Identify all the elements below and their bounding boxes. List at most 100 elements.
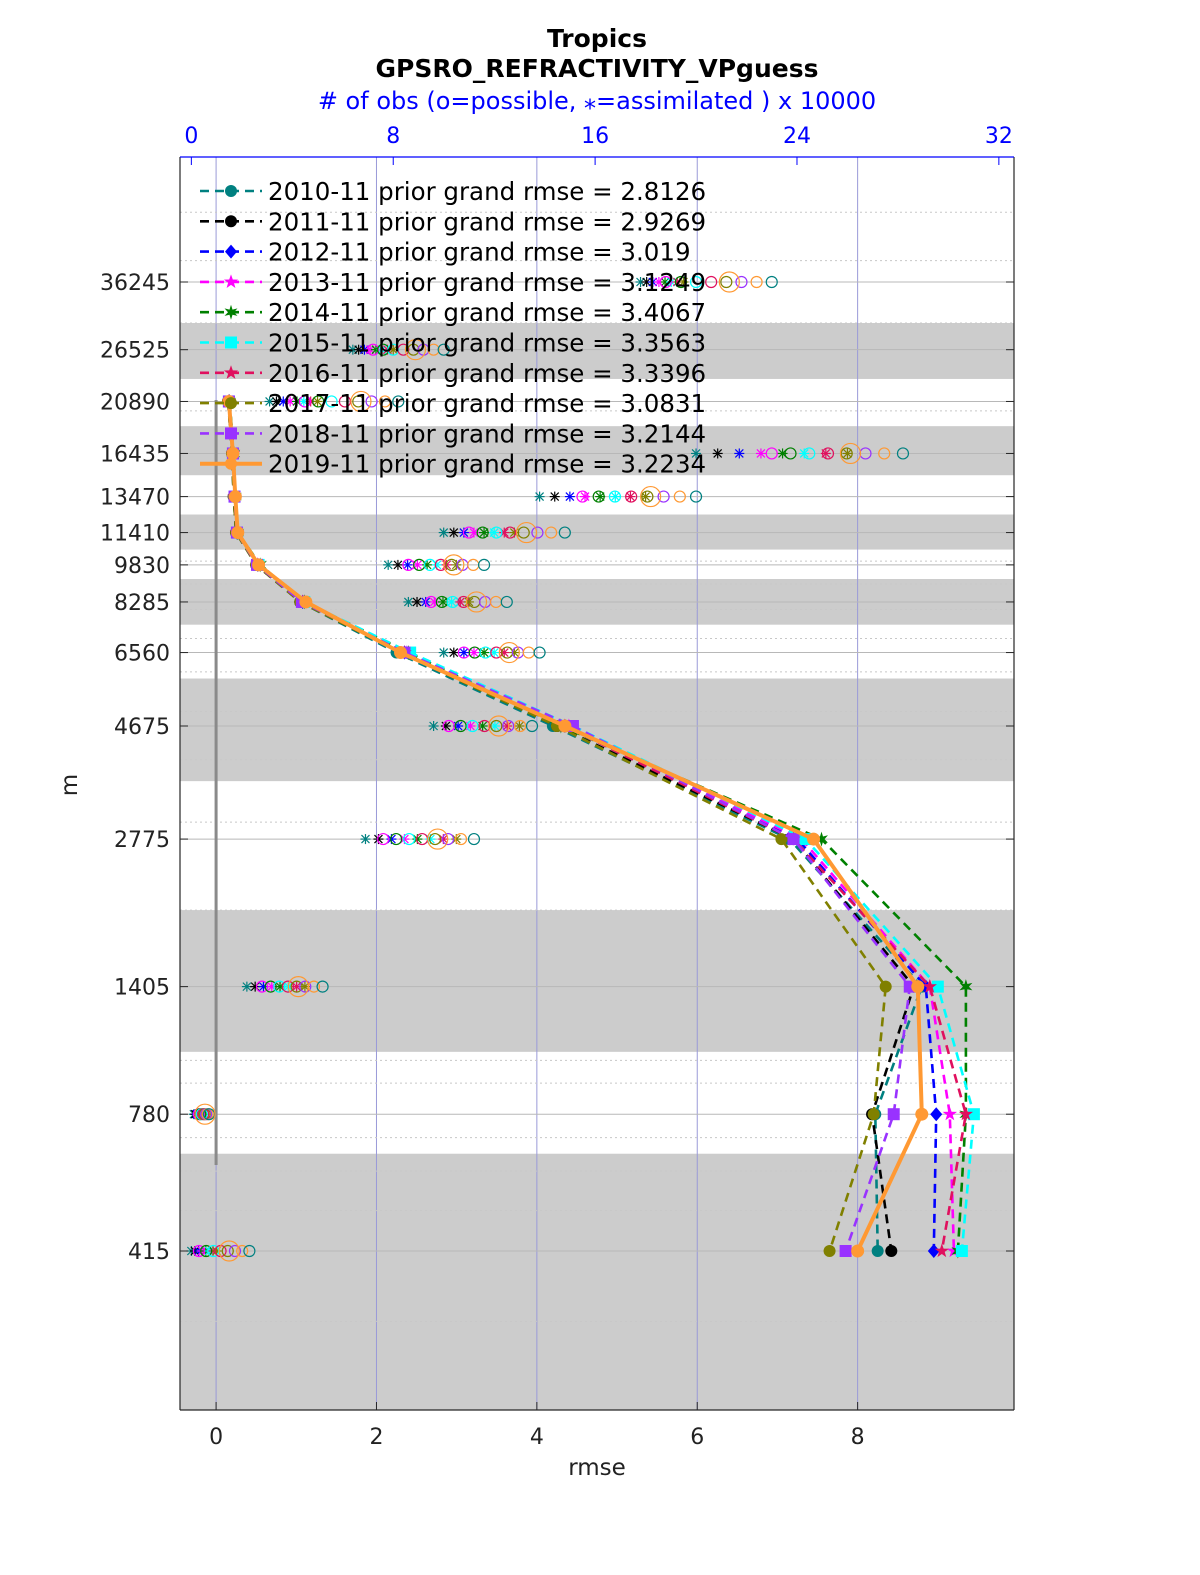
- possible-count-marker: [390, 832, 403, 846]
- legend-entry: 2016-11 prior grand rmse = 3.3396: [200, 359, 706, 388]
- y-tick-label: 1405: [114, 976, 170, 1001]
- data-point: [224, 304, 238, 320]
- possible-count-marker: [465, 591, 488, 613]
- series-line: [227, 401, 938, 1252]
- possible-count-marker: [576, 490, 589, 503]
- data-point: [394, 646, 408, 660]
- data-point: [225, 244, 237, 259]
- possible-count-marker: [467, 832, 481, 846]
- y-tick-label: 36245: [100, 271, 170, 296]
- legend-label: 2016-11 prior grand rmse = 3.3396: [268, 359, 706, 388]
- possible-count-marker: [839, 442, 862, 465]
- x-tick-label: 8: [851, 1425, 865, 1450]
- assimilated-count-marker: [564, 491, 575, 502]
- series-line: [226, 401, 924, 1252]
- possible-count-marker: [500, 595, 513, 609]
- possible-count-marker: [640, 485, 662, 508]
- possible-count-marker: [525, 719, 539, 733]
- possible-count-marker: [592, 490, 605, 503]
- series-line: [227, 401, 912, 1252]
- assimilated-count-marker: [755, 448, 766, 459]
- possible-count-marker: [192, 1244, 206, 1258]
- possible-count-marker: [255, 980, 269, 993]
- possible-count-marker: [803, 447, 816, 460]
- x-tick-label: 2: [369, 1425, 383, 1450]
- tick-labels: 0 2 4 6 80 8 16 24 32362452652520890164351347011…: [100, 124, 1014, 1450]
- top-tick-label: 32: [985, 124, 1013, 149]
- possible-count-marker: [194, 1103, 216, 1125]
- data-point: [225, 215, 237, 228]
- x-tick-label: 6: [690, 1425, 704, 1450]
- data-point: [946, 1243, 961, 1258]
- data-point: [225, 336, 237, 349]
- legend-label: 2015-11 prior grand rmse = 3.3563: [268, 329, 706, 358]
- assimilated-count-marker: [438, 647, 449, 658]
- data-point: [885, 1245, 898, 1257]
- data-point: [927, 1244, 940, 1258]
- shaded-band: [180, 322, 1014, 379]
- possible-count-marker: [200, 1244, 213, 1258]
- possible-count-marker: [608, 490, 622, 503]
- y-tick-label: 4675: [114, 715, 170, 740]
- shaded-band: [180, 1153, 1014, 1410]
- legend-label: 2012-11 prior grand rmse = 3.019: [268, 238, 691, 267]
- data-point: [887, 1108, 900, 1121]
- possible-count-marker: [689, 490, 703, 503]
- possible-count-marker: [290, 980, 303, 993]
- legend: 2010-11 prior grand rmse = 2.81262011-11…: [200, 177, 706, 479]
- assimilated-count-marker: [458, 647, 469, 658]
- assimilated-count-marker: [534, 491, 545, 502]
- possible-count-marker: [428, 832, 442, 846]
- data-point: [839, 1245, 852, 1257]
- data-point: [807, 832, 821, 846]
- possible-count-marker: [392, 395, 405, 408]
- data-point: [228, 490, 242, 504]
- possible-count-marker: [641, 490, 654, 503]
- possible-count-marker: [281, 980, 295, 993]
- legend-entry: 2019-11 prior grand rmse = 3.2234: [200, 450, 706, 479]
- possible-count-marker: [221, 1244, 234, 1258]
- possible-count-marker: [387, 343, 400, 356]
- assimilated-count-marker: [392, 559, 403, 570]
- possible-count-marker: [427, 828, 449, 850]
- possible-count-marker: [228, 1244, 242, 1258]
- y-tick-label: 16435: [100, 442, 170, 467]
- y-tick-label: 9830: [114, 554, 170, 579]
- possible-count-marker: [264, 980, 277, 993]
- possible-count-marker: [299, 980, 312, 993]
- possible-count-marker: [316, 980, 329, 993]
- possible-count-marker: [441, 832, 455, 846]
- possible-count-marker: [365, 395, 378, 408]
- data-point: [823, 1245, 836, 1257]
- possible-count-marker: [298, 395, 312, 408]
- y-tick-label: 11410: [100, 522, 170, 547]
- chart-title: Tropics: [547, 24, 647, 53]
- possible-count-marker: [558, 526, 571, 539]
- possible-count-marker: [325, 395, 338, 408]
- data-point: [299, 595, 313, 609]
- assimilated-count-marker: [437, 596, 448, 607]
- data-point: [879, 980, 892, 993]
- assimilated-count-marker: [360, 834, 371, 845]
- legend-entry: 2018-11 prior grand rmse = 3.2144: [200, 419, 706, 448]
- assimilated-count-marker: [502, 721, 513, 732]
- data-point: [225, 427, 237, 440]
- possible-count-marker: [765, 275, 778, 289]
- possible-count-marker: [287, 976, 309, 998]
- possible-count-marker: [503, 526, 517, 539]
- x-tick-label: 4: [530, 1425, 544, 1450]
- possible-count-marker: [312, 395, 325, 408]
- data-point: [851, 1244, 865, 1258]
- legend-entry: 2010-11 prior grand rmse = 2.8126: [200, 177, 706, 206]
- possible-count-marker: [437, 343, 450, 356]
- assimilated-count-marker: [610, 491, 621, 502]
- possible-count-marker: [689, 275, 703, 289]
- data-point: [915, 1107, 929, 1121]
- chart-subtitle: GPSRO_REFRACTIVITY_VPguess: [376, 54, 819, 83]
- legend-entry: 2011-11 prior grand rmse = 2.9269: [200, 207, 706, 236]
- possible-count-marker: [350, 390, 372, 413]
- possible-count-marker: [784, 447, 797, 460]
- assimilated-count-marker: [448, 647, 459, 658]
- assimilated-count-marker: [712, 448, 723, 459]
